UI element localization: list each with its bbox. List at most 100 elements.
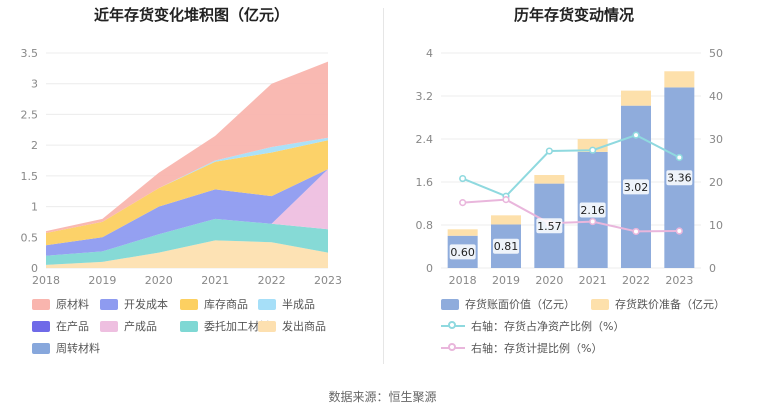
right-x-tick-label: 2023	[665, 274, 693, 287]
left-legend-item[interactable]: 库存商品	[180, 296, 248, 312]
line-point	[675, 227, 683, 235]
legend-swatch	[32, 298, 50, 310]
line-point	[459, 174, 467, 183]
line-point	[589, 217, 597, 226]
legend-swatch	[180, 298, 198, 310]
right-right-y-tick-label: 10	[709, 219, 723, 232]
line-series-1	[462, 198, 680, 233]
right-right-y-tick-label: 40	[709, 90, 723, 103]
left-legend-item[interactable]: 产成品	[100, 318, 157, 334]
legend-label: 产成品	[124, 320, 157, 333]
right-chart-title: 历年存货变动情况	[513, 6, 634, 24]
legend-swatch	[32, 342, 50, 354]
data-label-bg	[666, 170, 693, 186]
legend-label: 右轴：存货占净资产比例（%）	[471, 320, 625, 333]
area-series-0	[46, 240, 328, 268]
data-label-bg	[579, 202, 606, 218]
legend-label: 委托加工材料	[204, 320, 270, 333]
line-point	[632, 227, 640, 236]
legend-label: 发出商品	[282, 320, 326, 333]
legend-label: 右轴：存货计提比例（%）	[471, 342, 603, 355]
left-x-tick-label: 2023	[314, 274, 342, 287]
bar-data-label: 3.36	[667, 172, 692, 185]
area-series-1	[46, 218, 328, 265]
left-y-tick-label: 1	[31, 201, 38, 214]
right-x-tick-label: 2019	[492, 274, 520, 287]
data-label-bg	[449, 244, 476, 260]
bar-data-label: 0.81	[494, 240, 519, 253]
left-legend-item[interactable]: 原材料	[32, 296, 89, 312]
legend-swatch	[441, 298, 459, 310]
bar-impairment	[577, 139, 608, 152]
bar-impairment	[621, 90, 651, 106]
right-legend-item[interactable]: 存货跌价准备（亿元）	[591, 296, 725, 312]
legend-swatch	[441, 320, 465, 332]
bar-data-label: 1.57	[537, 220, 562, 233]
legend-label: 周转材料	[56, 342, 100, 355]
line-series-0	[462, 134, 680, 198]
left-y-tick-label: 0.5	[21, 231, 39, 244]
left-legend-item[interactable]: 委托加工材料	[180, 318, 270, 334]
bar-impairment	[534, 175, 565, 184]
left-legend-item[interactable]: 在产品	[32, 318, 89, 334]
left-y-tick-label: 2.5	[21, 108, 39, 121]
left-y-tick-label: 0	[31, 262, 38, 275]
left-x-tick-label: 2018	[32, 274, 60, 287]
left-x-tick-label: 2020	[145, 274, 173, 287]
inventory-bar-chart-panel: 历年存货变动情况 0 0.8 1.6 2.4 3.2 4 0 10 20 30 40 50 2018 20…	[383, 0, 765, 370]
right-left-y-tick-label: 1.6	[416, 176, 434, 189]
bar-data-label: 0.60	[450, 246, 475, 259]
right-left-y-tick-label: 2.4	[416, 133, 434, 146]
legend-swatch	[100, 320, 118, 332]
stacked-area-chart-panel: 近年存货变化堆积图（亿元） 0 0.5 1 1.5 2 2.5 3 3.5 2018 2019 20…	[0, 0, 383, 370]
legend-label: 库存商品	[204, 298, 248, 311]
right-x-tick-label: 2020	[535, 274, 563, 287]
legend-label: 在产品	[56, 320, 89, 333]
right-right-y-tick-label: 50	[709, 47, 723, 60]
left-legend-item[interactable]: 开发成本	[100, 296, 168, 312]
area-series-4	[46, 169, 328, 256]
left-legend-item[interactable]: 周转材料	[32, 340, 100, 356]
area-series-5	[46, 140, 328, 246]
legend-swatch	[441, 342, 465, 354]
right-left-y-tick-label: 4	[426, 47, 433, 60]
stacked-area-chart: 0 0.5 1 1.5 2 2.5 3 3.5 2018 2019 2020 2021 2022 2023	[21, 47, 343, 287]
right-legend-item[interactable]: 存货账面价值（亿元）	[441, 296, 575, 312]
right-right-y-tick-label: 20	[709, 176, 723, 189]
left-legend-item[interactable]: 半成品	[258, 296, 315, 312]
left-legend-item[interactable]: 发出商品	[258, 318, 326, 334]
legend-swatch	[258, 320, 276, 332]
right-legend-item[interactable]: 右轴：存货占净资产比例（%）	[441, 318, 624, 334]
line-point	[502, 196, 510, 204]
legend-label: 原材料	[56, 298, 89, 311]
data-label-bg	[493, 238, 519, 254]
right-legend-item[interactable]: 右轴：存货计提比例（%）	[441, 340, 602, 356]
line-point	[545, 147, 553, 155]
data-source-footer: 数据来源：恒生聚源	[328, 390, 437, 404]
right-left-y-tick-label: 0.8	[416, 219, 434, 232]
right-left-y-tick-label: 0	[426, 262, 433, 275]
bar-impairment	[491, 215, 521, 225]
bar-impairment	[447, 229, 478, 236]
left-y-tick-label: 3	[31, 78, 38, 91]
line-point	[675, 153, 683, 162]
legend-label: 存货跌价准备（亿元）	[615, 298, 725, 311]
legend-swatch	[100, 298, 118, 310]
panel-divider	[383, 8, 384, 364]
right-right-y-tick-label: 30	[709, 133, 723, 146]
legend-label: 开发成本	[124, 298, 168, 311]
legend-swatch	[180, 320, 198, 332]
legend-swatch	[32, 320, 50, 332]
bar-impairment	[664, 71, 695, 88]
line-point	[589, 146, 597, 154]
line-point	[459, 199, 467, 207]
right-x-tick-label: 2021	[579, 274, 607, 287]
right-x-tick-label: 2018	[449, 274, 477, 287]
left-y-tick-label: 1.5	[21, 170, 39, 183]
left-chart-title: 近年存货变化堆积图（亿元）	[93, 6, 289, 24]
legend-swatch	[258, 298, 276, 310]
left-y-tick-label: 3.5	[21, 47, 39, 60]
right-x-tick-label: 2022	[622, 274, 650, 287]
data-label-bg	[536, 218, 563, 234]
